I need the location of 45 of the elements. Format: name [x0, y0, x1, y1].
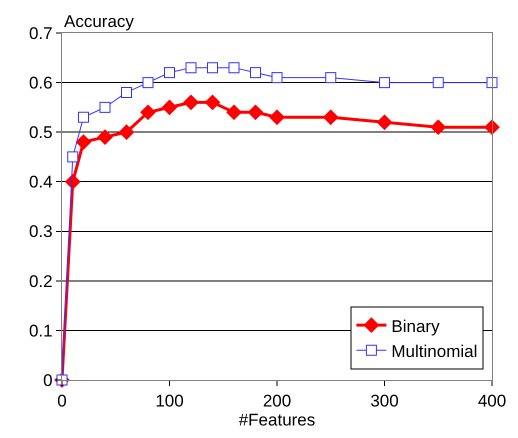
x-tick-label: 300 — [370, 391, 399, 410]
point — [204, 94, 220, 110]
x-tick-label: 400 — [478, 391, 506, 410]
point — [118, 124, 134, 140]
point — [376, 114, 392, 130]
x-axis-title: #Features — [238, 410, 316, 430]
point — [164, 67, 175, 78]
point — [76, 134, 92, 150]
point — [97, 129, 113, 145]
point — [248, 104, 264, 120]
legend-label: Multinomial — [391, 342, 478, 361]
y-tick-label: 0.6 — [28, 74, 53, 93]
y-tick-label: 0.5 — [28, 123, 53, 142]
point — [186, 62, 196, 74]
point — [430, 120, 446, 135]
point — [226, 104, 242, 120]
point — [207, 62, 218, 74]
y-tick-label: 0.2 — [28, 272, 53, 291]
point — [100, 102, 110, 113]
point — [67, 151, 78, 162]
point — [78, 112, 89, 123]
point — [162, 100, 178, 116]
y-tick-label: 0.4 — [28, 172, 53, 192]
x-tick-label: 200 — [262, 391, 292, 410]
point — [183, 94, 199, 110]
point — [432, 77, 444, 88]
point — [269, 110, 285, 125]
x-tick-label: 100 — [155, 391, 184, 410]
point — [323, 110, 338, 125]
y-tick-label: 0.1 — [28, 321, 53, 340]
point — [379, 77, 390, 88]
x-tick-label: 0 — [57, 391, 67, 410]
y-axis-title: Accuracy — [64, 12, 134, 31]
point — [142, 77, 154, 88]
y-tick-label: 0.7 — [28, 24, 53, 43]
point — [325, 72, 336, 84]
point — [250, 67, 261, 78]
y-tick-label: 0.3 — [28, 222, 53, 242]
point — [140, 104, 156, 120]
point — [272, 72, 282, 84]
legend-label: Binary — [391, 316, 440, 336]
point — [121, 86, 132, 98]
point — [484, 120, 500, 135]
point — [228, 62, 240, 74]
y-tick-label: 0 — [43, 370, 53, 390]
